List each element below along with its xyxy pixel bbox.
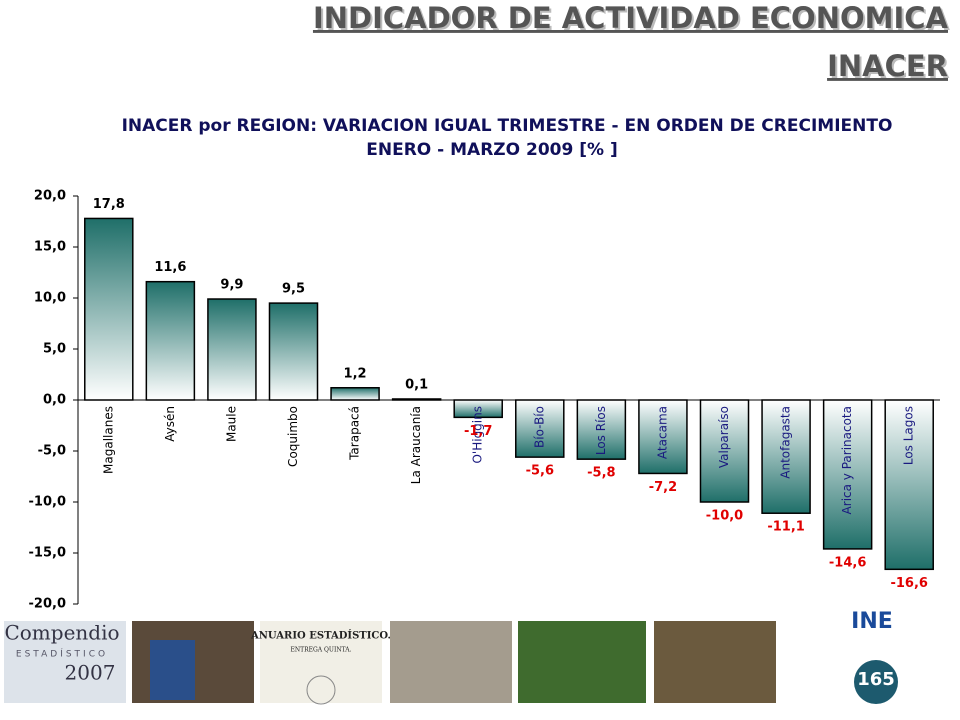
photo — [654, 621, 776, 703]
seal — [306, 675, 336, 705]
x-tick-label: Los Ríos — [594, 406, 608, 455]
y-tick-label: 0,0 — [43, 393, 66, 408]
logo-compendio — [4, 621, 126, 703]
subtitle-shadow: INACER — [829, 51, 950, 85]
x-tick-label: Antofagasta — [779, 406, 793, 479]
chart-subtitle: ENERO - MARZO 2009 [% ] — [366, 140, 617, 160]
photo — [518, 621, 646, 703]
x-tick-label: Coquimbo — [286, 406, 300, 467]
bar — [822, 399, 873, 550]
logo-text: 2007 — [65, 661, 116, 685]
bar — [145, 280, 196, 401]
anniversary-logo — [854, 660, 898, 704]
book-cover — [260, 621, 382, 703]
x-tick-label: Atacama — [655, 406, 669, 459]
x-tick-label: Aysén — [163, 406, 177, 442]
title-shadow: INDICADOR DE ACTIVIDAD ECONOMICA — [315, 3, 951, 37]
bar — [207, 298, 257, 401]
value-label: 0,1 — [405, 377, 428, 392]
y-tick-label: -10,0 — [29, 495, 66, 510]
value-label: 17,8 — [93, 197, 125, 212]
y-tick-label: -15,0 — [29, 546, 66, 561]
bar — [699, 399, 750, 503]
x-tick-label: Valparaíso — [717, 406, 731, 468]
book-text: ENTREGA QUINTA. — [290, 647, 351, 654]
plot: -20,0 -15,0 -10,0 -5,0 0,0 5,0 10,0 15,0 20,0 Mag… — [29, 189, 940, 612]
x-tick-label: Arica y Parinacota — [840, 406, 854, 514]
photo-detail — [150, 640, 195, 700]
ine-logo: INE — [851, 609, 893, 634]
value-label: 9,9 — [220, 278, 243, 293]
x-tick-label: Maule — [224, 406, 238, 442]
logo-text: Compendio — [4, 621, 119, 645]
y-tick-label: -5,0 — [38, 444, 66, 459]
y-tick-label: 15,0 — [34, 240, 66, 255]
value-label: -14,6 — [829, 555, 866, 570]
x-tick-label: Bío-Bío — [532, 406, 546, 448]
value-label: -1,7 — [464, 424, 492, 439]
y-tick-label: -20,0 — [29, 597, 66, 612]
value-label: -5,8 — [587, 466, 615, 481]
anniversary-text: 165 — [857, 669, 895, 690]
y-tick-label: 20,0 — [34, 189, 66, 204]
value-label: 1,2 — [344, 366, 367, 381]
x-tick-label: Tarapacá — [348, 406, 362, 461]
value-label: -7,2 — [649, 480, 677, 495]
x-tick-label: Magallanes — [101, 406, 115, 474]
chart-title: INACER por REGION: VARIACION IGUAL TRIME… — [122, 116, 893, 136]
value-label: -10,0 — [706, 509, 743, 524]
x-tick-label: O'Higgins — [471, 406, 485, 464]
y-tick-label: 10,0 — [34, 291, 66, 306]
value-label: 9,5 — [282, 282, 305, 297]
value-label: -16,6 — [890, 576, 927, 591]
bar — [84, 217, 134, 401]
title: INDICADOR DE ACTIVIDAD ECONOMICA — [313, 1, 949, 35]
logo-text: ESTADÍSTICO — [16, 648, 108, 660]
bar — [761, 399, 811, 514]
value-label: -5,6 — [526, 464, 554, 479]
y-tick-label: 5,0 — [43, 342, 66, 357]
header: INDICADOR DE ACTIVIDAD ECONOMICA INDICAD… — [313, 1, 951, 85]
bar — [268, 302, 319, 401]
x-tick-label: La Araucanía — [409, 406, 423, 484]
footer: Compendio ESTADÍSTICO 2007 ANUARIO ESTAD… — [4, 609, 898, 705]
subtitle: INACER — [827, 49, 948, 83]
bar — [330, 387, 380, 401]
value-label: 11,6 — [154, 260, 186, 275]
x-tick-label: Los Lagos — [902, 406, 916, 465]
value-label: -11,1 — [767, 520, 804, 535]
photo — [390, 621, 512, 703]
book-text: ANUARIO ESTADÍSTICO. — [250, 630, 391, 642]
